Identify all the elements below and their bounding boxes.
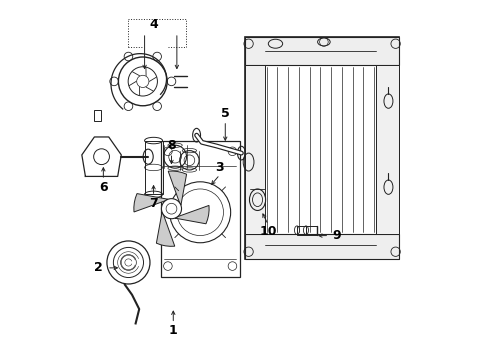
Polygon shape [175,206,209,224]
Bar [245,65,265,234]
Text: 10: 10 [260,225,277,238]
Polygon shape [168,171,187,205]
Polygon shape [134,194,168,212]
Bar [297,226,306,234]
Bar [145,140,163,194]
Text: 5: 5 [221,107,230,120]
Text: 6: 6 [99,181,108,194]
Text: 8: 8 [167,139,176,152]
Bar [376,65,399,234]
Polygon shape [156,212,175,246]
Bar [161,140,240,277]
Text: 2: 2 [94,261,102,274]
Text: 3: 3 [216,161,224,174]
Circle shape [161,199,181,219]
Text: 1: 1 [169,324,178,337]
Bar [245,234,399,259]
Text: 4: 4 [149,18,158,31]
Text: 7: 7 [149,197,158,210]
Bar [245,37,399,259]
Bar [95,110,101,121]
Bar [306,226,317,234]
Bar [245,37,399,65]
Text: 9: 9 [332,229,341,242]
